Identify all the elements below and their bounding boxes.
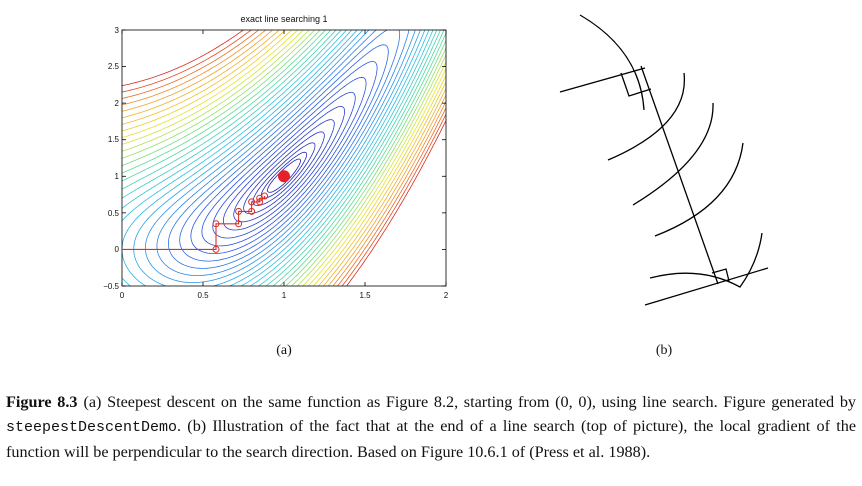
y-tick-1: 1 — [115, 172, 120, 181]
y-tick-0.5: 0.5 — [108, 209, 120, 218]
contour-level — [252, 142, 316, 206]
panel-a-plot: exact line searching 1 0 0.5 1 1.5 2 −0.… — [103, 14, 449, 300]
contour-level — [233, 119, 335, 223]
contour-level — [122, 30, 446, 286]
tangent-line — [644, 267, 769, 306]
x-tick-1: 1 — [282, 291, 287, 300]
y-tick-2.5: 2.5 — [108, 62, 120, 71]
contour-level — [122, 30, 426, 286]
caption-figure-label: Figure 8.3 — [6, 393, 78, 411]
gradient-line — [640, 65, 719, 285]
contour-arc-2 — [607, 72, 686, 161]
contour-level — [168, 30, 400, 269]
caption-text-1: (a) Steepest descent on the same functio… — [83, 393, 857, 411]
contour-level — [122, 30, 446, 286]
optimum-marker — [278, 170, 290, 183]
x-tick-0: 0 — [120, 291, 125, 300]
figure-area: exact line searching 1 0 0.5 1 1.5 2 −0.… — [103, 14, 769, 358]
panel-a-label: (a) — [276, 343, 292, 358]
contour-arc-1 — [579, 14, 645, 111]
panel-a-title: exact line searching 1 — [240, 14, 327, 24]
contour-arc-5 — [649, 232, 763, 288]
contour-level — [122, 30, 446, 286]
caption-text-2: . (b) Illustration of the fact that at t… — [6, 417, 856, 461]
search-direction-line — [559, 67, 646, 93]
y-tick-3: 3 — [115, 26, 120, 35]
descent-path-line — [122, 196, 266, 250]
right-angle-marker-top — [620, 72, 652, 97]
contour-level — [122, 30, 446, 286]
contour-level — [190, 61, 378, 254]
contour-level — [179, 44, 389, 262]
contour-level — [122, 30, 445, 286]
contour-level — [243, 131, 325, 214]
path-marker — [212, 220, 220, 228]
contour-level — [133, 30, 421, 286]
y-tick--0.5: −0.5 — [103, 282, 119, 291]
contour-level — [122, 30, 446, 286]
path-marker — [212, 245, 220, 253]
path-marker — [235, 207, 243, 215]
contour-level — [122, 30, 446, 286]
right-angle-marker-bottom — [711, 268, 730, 282]
x-tick-2: 2 — [444, 291, 449, 300]
y-tick-0: 0 — [115, 245, 120, 254]
y-tick-2: 2 — [115, 99, 120, 108]
contour-arc-3 — [632, 102, 714, 206]
contour-level — [145, 30, 416, 283]
panel-b-label: (b) — [656, 343, 673, 358]
x-tick-1.5: 1.5 — [359, 291, 371, 300]
contour-level — [122, 30, 446, 286]
contour-level — [122, 30, 446, 286]
contour-level — [122, 30, 446, 286]
contour-level — [212, 91, 356, 239]
contour-arc-4 — [654, 142, 744, 237]
contour-lines — [122, 30, 446, 286]
path-marker — [256, 198, 264, 206]
path-marker — [261, 192, 269, 200]
path-marker — [248, 198, 256, 206]
contour-level — [156, 30, 410, 276]
contour-level — [122, 30, 430, 286]
y-tick-1.5: 1.5 — [108, 135, 120, 144]
path-marker — [248, 207, 256, 215]
figure-caption: Figure 8.3 (a) Steepest descent on the sa… — [6, 390, 856, 464]
panel-b-illustration — [559, 14, 769, 306]
axis-ticks — [121, 29, 447, 287]
caption-code-name: steepestDescentDemo — [6, 419, 178, 436]
contour-level — [201, 76, 367, 247]
descent-path — [122, 192, 269, 253]
contour-level — [223, 106, 345, 231]
x-tick-0.5: 0.5 — [197, 291, 209, 300]
path-marker — [235, 220, 243, 228]
